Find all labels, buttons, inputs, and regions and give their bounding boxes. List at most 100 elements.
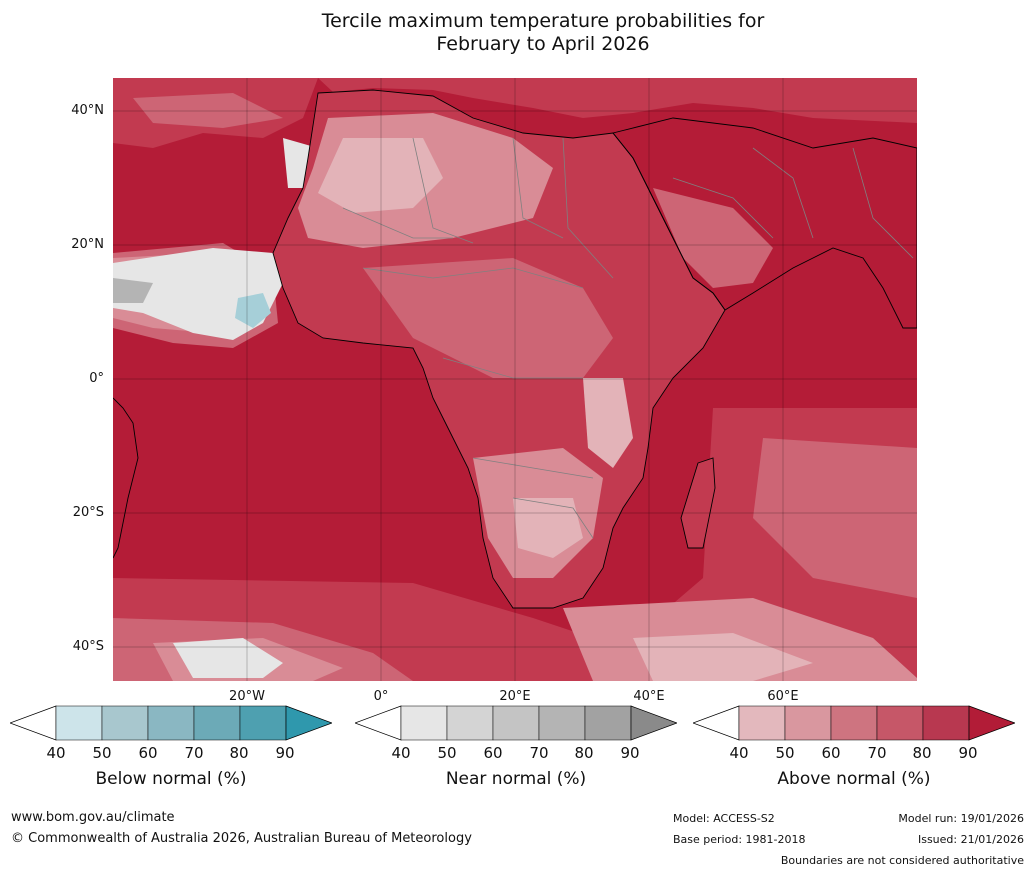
- probability-map: [113, 78, 917, 681]
- tick-label: 70: [184, 744, 204, 762]
- national-borders: [342, 137, 914, 539]
- near-normal-low-extend: [353, 705, 402, 741]
- boundaries-disclaimer: Boundaries are not considered authoritat…: [780, 854, 1024, 867]
- lon-label-40e: 40°E: [633, 689, 665, 704]
- south-america-coastline: [113, 397, 139, 559]
- tick-label: 60: [483, 744, 503, 762]
- near-normal-colorbar: [353, 705, 679, 745]
- below-normal-patch: [235, 293, 271, 328]
- tick-label: 80: [229, 744, 249, 762]
- tick-label: 50: [92, 744, 112, 762]
- near-normal-west-atlantic-2: [113, 278, 153, 303]
- tick-label: 50: [437, 744, 457, 762]
- madagascar-land: [681, 458, 715, 548]
- above-normal-swatch-4: [876, 705, 924, 741]
- above-normal-colorbar: [691, 705, 1017, 745]
- border-2: [412, 137, 474, 244]
- near-normal-swatch-4: [538, 705, 586, 741]
- southern-africa-patch-light: [513, 498, 583, 558]
- sahara-patch-light: [318, 138, 443, 213]
- europe-land: [318, 78, 917, 123]
- tick-label: 50: [775, 744, 795, 762]
- tick-label: 70: [867, 744, 887, 762]
- border-1: [342, 207, 453, 239]
- above-normal-high-extend: [968, 705, 1017, 741]
- africa-landmass: [273, 90, 725, 608]
- border-9: [672, 177, 774, 239]
- issued-date: Issued: 21/01/2026: [917, 833, 1024, 846]
- below-normal-colorbar-svg: [8, 705, 334, 741]
- near-normal-swatch-1: [400, 705, 448, 741]
- east-africa-patch: [583, 378, 633, 468]
- above-normal-low-extend: [691, 705, 740, 741]
- border-4: [562, 137, 614, 279]
- above-normal-colorbar-svg: [691, 705, 1017, 741]
- arabia-patch: [653, 188, 773, 288]
- border-8: [512, 497, 594, 539]
- below-normal-swatch-1: [55, 705, 103, 741]
- lat-label-20n: 20°N: [71, 237, 104, 252]
- above-normal-swatch-5: [922, 705, 970, 741]
- lon-label-20e: 20°E: [499, 689, 531, 704]
- tick-label: 90: [275, 744, 295, 762]
- north-atlantic-patch-2: [133, 93, 283, 128]
- below-normal-swatch-2: [101, 705, 149, 741]
- near-normal-label: Near normal (%): [445, 769, 587, 789]
- tick-label: 40: [391, 744, 411, 762]
- tick-label: 40: [46, 744, 66, 762]
- lon-label-20w: 20°W: [229, 689, 265, 704]
- border-10: [752, 147, 814, 239]
- graticule: [113, 78, 917, 681]
- border-3: [512, 137, 564, 239]
- near-normal-south-atlantic: [173, 638, 283, 678]
- border-7: [472, 457, 594, 479]
- above-normal-swatch-3: [830, 705, 878, 741]
- middle-east-land: [613, 118, 917, 328]
- website-link[interactable]: www.bom.gov.au/climate: [11, 810, 175, 825]
- above-normal-swatch-2: [784, 705, 832, 741]
- lon-label-60e: 60°E: [767, 689, 799, 704]
- below-normal-low-extend: [8, 705, 57, 741]
- tick-label: 90: [958, 744, 978, 762]
- below-normal-colorbar: [8, 705, 334, 745]
- near-normal-swatch-3: [492, 705, 540, 741]
- tick-label: 90: [620, 744, 640, 762]
- lat-label-40n: 40°N: [71, 103, 104, 118]
- tick-label: 60: [138, 744, 158, 762]
- model-name: Model: ACCESS-S2: [673, 812, 775, 825]
- lat-label-0: 0°: [89, 371, 104, 386]
- above-normal-swatch-1: [738, 705, 786, 741]
- map-canvas: [113, 78, 917, 681]
- arabia-coastline: [612, 117, 917, 329]
- middle-east-landmass: [613, 118, 917, 328]
- below-normal-label: Below normal (%): [95, 769, 247, 789]
- tick-label: 40: [729, 744, 749, 762]
- indian-ocean-patch-2: [753, 438, 917, 598]
- near-normal-high-extend: [630, 705, 679, 741]
- model-run-date: Model run: 19/01/2026: [898, 812, 1024, 825]
- south-indian-patch-2: [633, 633, 813, 681]
- near-normal-colorbar-svg: [353, 705, 679, 741]
- above-normal-label: Above normal (%): [777, 769, 931, 789]
- border-11: [852, 147, 914, 259]
- below-normal-swatch-3: [147, 705, 195, 741]
- chart-title: Tercile maximum temperature probabilitie…: [0, 10, 1035, 56]
- central-africa-patch: [363, 258, 613, 378]
- below-normal-high-extend: [285, 705, 334, 741]
- coastlines: [113, 89, 917, 609]
- base-period: Base period: 1981-2018: [673, 833, 806, 846]
- title-line-1: Tercile maximum temperature probabilitie…: [321, 10, 765, 32]
- near-normal-swatch-5: [584, 705, 632, 741]
- border-6: [442, 357, 583, 379]
- europe-landmass: [318, 78, 917, 123]
- border-5: [362, 267, 584, 289]
- near-normal-swatch-2: [446, 705, 494, 741]
- tick-label: 80: [912, 744, 932, 762]
- tick-label: 70: [529, 744, 549, 762]
- madagascar-coastline: [680, 457, 716, 549]
- tick-label: 80: [574, 744, 594, 762]
- lon-label-0: 0°: [373, 689, 389, 704]
- title-line-2: February to April 2026: [436, 33, 650, 55]
- tick-label: 60: [821, 744, 841, 762]
- lat-label-40s: 40°S: [72, 639, 104, 654]
